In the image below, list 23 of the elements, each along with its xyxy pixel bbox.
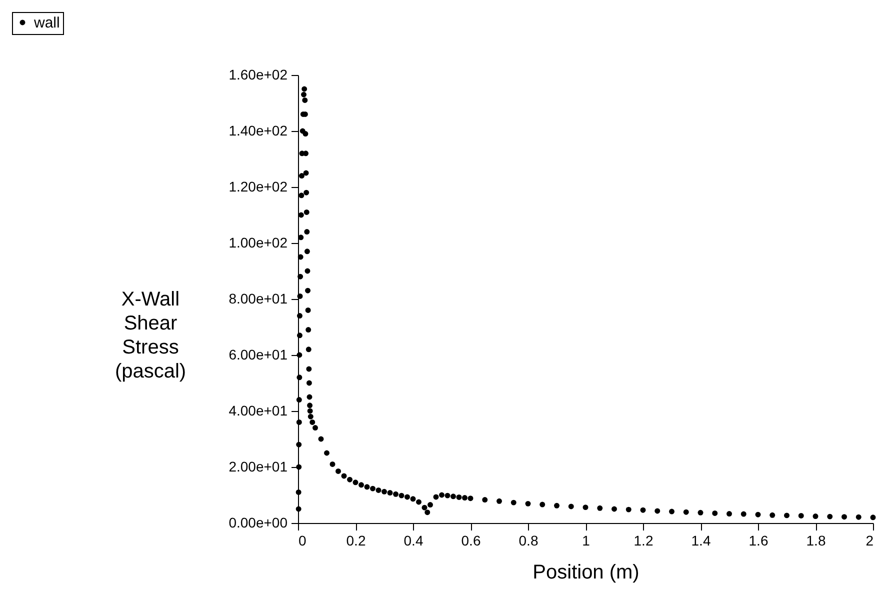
x-tick-label: 1.6 <box>748 532 768 548</box>
y-tick-label: 1.40e+02 <box>228 122 288 138</box>
y-tick-label: 2.00e+01 <box>228 458 288 474</box>
y-tick-label: 1.00e+02 <box>228 234 288 250</box>
x-tick-label: 2 <box>866 532 874 548</box>
x-tick-label: 1.8 <box>806 532 826 548</box>
x-tick-label: 1.2 <box>634 532 654 548</box>
x-tick-label: 0.6 <box>461 532 481 548</box>
legend-label: wall <box>33 14 60 32</box>
y-tick-label: 1.20e+02 <box>228 178 288 194</box>
y-tick-label: 0.00e+00 <box>228 514 288 530</box>
x-tick-label: 1 <box>582 532 590 548</box>
y-tick-label: 6.00e+01 <box>228 346 288 362</box>
x-tick-label: 0 <box>298 532 306 548</box>
x-tick-label: 0.2 <box>346 532 366 548</box>
y-axis-title: X-Wall Shear Stress (pascal) <box>114 288 186 382</box>
x-tick-label: 0.8 <box>518 532 538 548</box>
x-axis-title: Position (m) <box>532 562 640 584</box>
y-tick-label: 1.60e+02 <box>228 66 288 82</box>
x-tick-label: 0.4 <box>404 532 424 548</box>
y-tick-label: 8.00e+01 <box>228 290 288 306</box>
y-tick-label: 4.00e+01 <box>228 402 288 418</box>
x-tick-label: 1.4 <box>691 532 711 548</box>
